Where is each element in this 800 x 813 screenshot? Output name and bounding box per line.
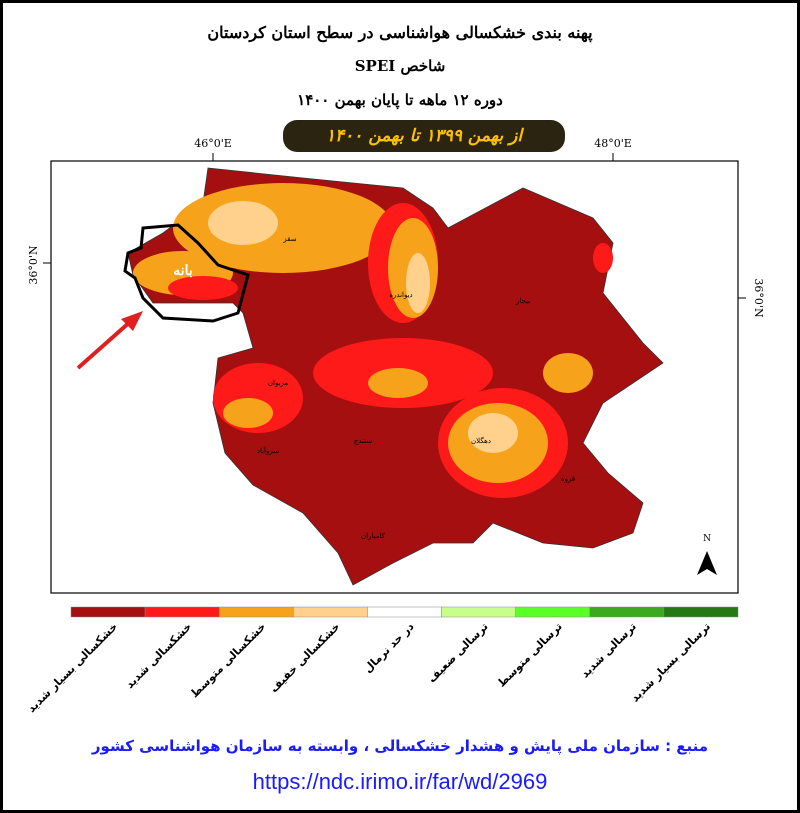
period: دوره ۱۲ ماهه تا پایان بهمن ۱۴۰۰: [297, 91, 503, 109]
city-label: سنندج: [354, 437, 372, 445]
city-label: دهگلان: [471, 436, 491, 445]
zone: [208, 201, 278, 245]
legend-label: در حد نرمال: [361, 620, 417, 676]
graticule-label: 36°0'N: [752, 278, 765, 318]
legend-swatch: [515, 606, 591, 618]
map-labels: سقز بانه دیواندره بیجار مریوان سروآباد سنندج ده…: [173, 235, 575, 540]
bane-outline: [123, 223, 250, 323]
zone: [593, 243, 613, 273]
city-label: کامیاران: [361, 532, 386, 540]
legend-swatch: [293, 606, 368, 618]
city-label: مریوان: [268, 379, 289, 387]
graticule-label: 48°0'E: [594, 137, 632, 150]
title: پهنه بندی خشکسالی هواشناسی در سطح استان …: [207, 23, 593, 42]
north-arrow: [697, 551, 717, 575]
graticule-label: 46°0'E: [194, 137, 232, 150]
zone: [368, 368, 428, 398]
city-label: دیواندره: [389, 291, 412, 299]
legend-label: ترسالی متوسط: [495, 620, 565, 690]
legend-label: خشکسالی خفیف: [267, 620, 342, 695]
legend-swatch: [70, 606, 146, 618]
arrow-head: [121, 311, 143, 331]
zone: [223, 398, 273, 428]
source: منبع : سازمان ملی پایش و هشدار خشکسالی ،…: [91, 737, 709, 755]
arrow: [76, 319, 133, 370]
drought-zones: [133, 183, 613, 498]
city-label: بانه: [173, 263, 193, 279]
legend-swatch: [441, 606, 516, 618]
city-label: قروه: [561, 475, 575, 483]
legend-swatch: [144, 606, 220, 618]
legend-swatch: [367, 606, 442, 618]
legend-swatch: [218, 606, 294, 618]
legend-label: خشکسالی متوسط: [188, 620, 268, 700]
zone: [543, 353, 593, 393]
url: https://ndc.irimo.ir/far/wd/2969: [252, 769, 548, 794]
index-label: شاخص SPEI: [354, 57, 446, 75]
legend-swatch: [589, 606, 665, 618]
legend-swatch: [663, 606, 739, 618]
graticule-label: 36°0'N: [27, 245, 40, 285]
zone: [406, 253, 430, 313]
map: N 46°0'E 48°0'E 36°0'N 36°0'N خشکسالی بس…: [25, 137, 765, 715]
city-label: سروآباد: [257, 445, 279, 455]
legend-label: ترسالی ضعیف: [425, 620, 490, 685]
north-label: N: [703, 534, 711, 544]
zone: [168, 276, 238, 300]
legend-label: ترسالی شدید: [578, 620, 639, 681]
date-range-banner: از بهمن ۱۳۹۹ تا بهمن ۱۴۰۰: [283, 120, 565, 152]
city-label: بیجار: [515, 297, 530, 305]
legend-label: خشکسالی بسیار شدید: [25, 620, 120, 715]
legend-label: ترسالی بسیار شدید: [628, 620, 713, 705]
zone: [468, 413, 518, 453]
legend-label: خشکسالی شدید: [123, 620, 194, 691]
city-label: سقز: [282, 235, 296, 243]
